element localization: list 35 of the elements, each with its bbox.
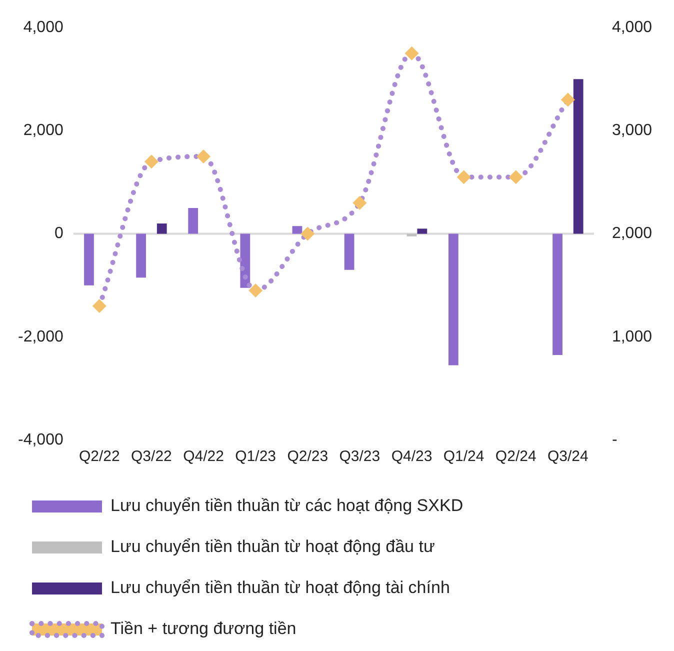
x-tick-label: Q4/22	[183, 448, 224, 466]
legend-label: Lưu chuyển tiền thuần từ hoạt động tài chính	[110, 578, 450, 598]
bar	[573, 79, 584, 234]
x-tick-label: Q3/22	[131, 448, 172, 466]
legend-label: Lưu chuyển tiền thuần từ các hoạt động SXKD	[110, 496, 464, 516]
y2-tick-label: 1,000	[612, 328, 652, 346]
legend-label: Lưu chuyển tiền thuần từ hoạt động đầu tư	[110, 537, 435, 556]
x-tick-label: Q2/22	[78, 448, 120, 466]
bar	[448, 234, 458, 366]
x-tick-label: Q2/23	[287, 448, 328, 466]
y2-tick-label: 3,000	[612, 122, 652, 140]
bar	[188, 208, 198, 234]
y-tick-label: -2,000	[18, 328, 64, 346]
bar	[84, 234, 94, 286]
x-tick-label: Q3/24	[547, 448, 588, 466]
bar	[344, 234, 354, 270]
x-tick-label: Q3/23	[339, 448, 380, 466]
y2-tick-label: 2,000	[612, 225, 652, 242]
y-tick-label: -4,000	[18, 431, 64, 448]
x-tick-label: Q2/24	[495, 448, 536, 466]
y-tick-label: 0	[54, 225, 64, 242]
bar	[292, 226, 302, 234]
x-tick-label: Q1/24	[443, 448, 484, 466]
bar	[552, 234, 562, 355]
x-tick-label: Q1/23	[235, 448, 276, 466]
y2-tick-label: -	[612, 431, 618, 448]
legend-label: Tiền + tương đương tiền	[110, 619, 296, 638]
x-tick-label: Q4/23	[391, 448, 432, 466]
y2-tick-label: 4,000	[612, 19, 652, 36]
bar	[156, 223, 167, 234]
y-tick-label: 2,000	[23, 122, 64, 140]
bar	[417, 228, 428, 234]
bar	[406, 234, 417, 236]
bar	[136, 234, 146, 278]
y-tick-label: 4,000	[23, 19, 64, 36]
